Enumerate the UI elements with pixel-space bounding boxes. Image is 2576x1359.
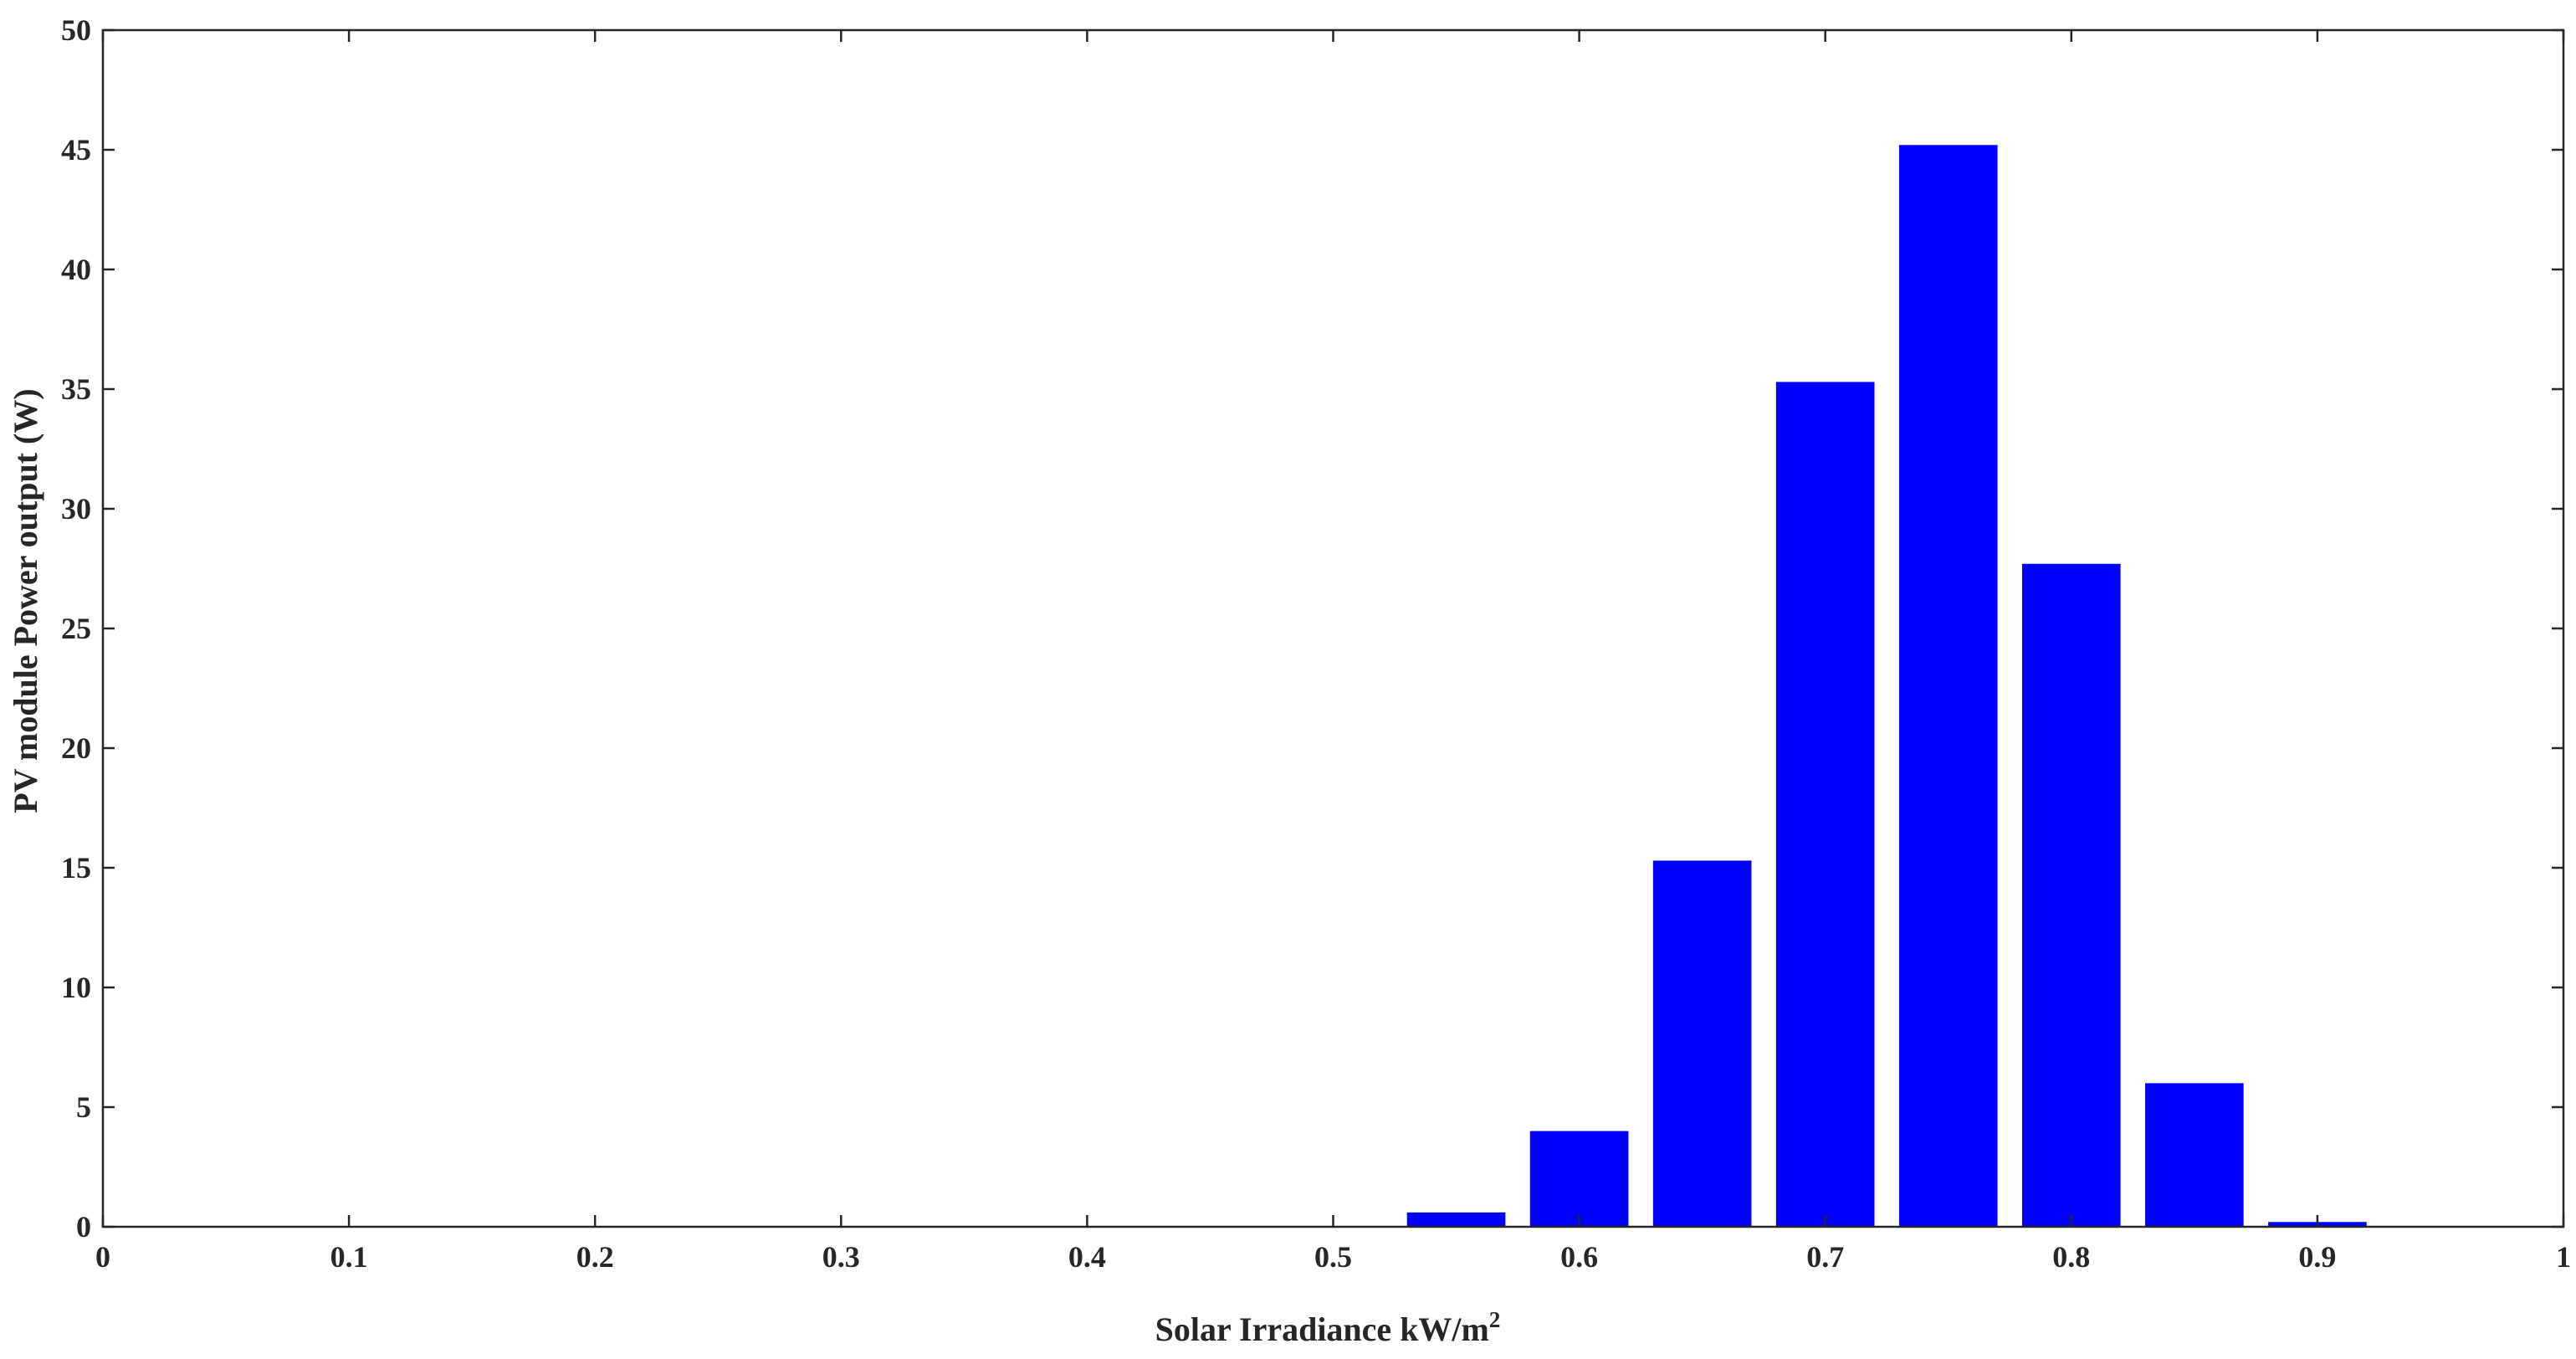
x-axis-label-text: Solar Irradiance kW/m (1155, 1310, 1489, 1348)
x-tick-label-8: 0.8 (2052, 1240, 2090, 1274)
bar-6 (2145, 1083, 2244, 1227)
y-tick-label-6: 30 (61, 492, 91, 526)
ticks-layer (101, 28, 2565, 1228)
y-tick-label-1: 5 (76, 1090, 91, 1124)
y-tick-label-8: 40 (61, 253, 91, 286)
y-tick-label-2: 10 (61, 971, 91, 1004)
bar-2 (1652, 860, 1752, 1227)
x-axis-label-superscript: 2 (1489, 1307, 1501, 1332)
y-tick-labels: 0 5 10 15 20 25 30 35 40 45 50 (61, 13, 91, 1244)
bar-0 (1406, 1212, 1506, 1227)
bar-3 (1775, 382, 1875, 1227)
x-tick-label-1: 0.1 (330, 1240, 368, 1274)
x-tick-label-2: 0.2 (576, 1240, 614, 1274)
bar-1 (1529, 1131, 1629, 1227)
y-tick-label-0: 0 (76, 1210, 91, 1244)
x-tick-label-5: 0.5 (1314, 1240, 1352, 1274)
y-tick-label-5: 25 (61, 612, 91, 645)
x-tick-label-6: 0.6 (1560, 1240, 1598, 1274)
x-tick-label-10: 1 (2556, 1240, 2571, 1274)
x-axis-label: Solar Irradiance kW/m2 (1155, 1307, 1501, 1348)
x-tick-label-4: 0.4 (1068, 1240, 1106, 1274)
bar-5 (2021, 563, 2121, 1227)
x-tick-label-7: 0.7 (1806, 1240, 1844, 1274)
bar-4 (1898, 145, 1998, 1227)
x-tick-label-3: 0.3 (822, 1240, 860, 1274)
bars-layer (1406, 145, 2367, 1227)
x-tick-label-0: 0 (95, 1240, 110, 1274)
x-tick-labels: 0 0.1 0.2 0.3 0.4 0.5 0.6 0.7 0.8 0.9 1 (95, 1240, 2571, 1274)
y-tick-label-9: 45 (61, 133, 91, 167)
x-tick-label-9: 0.9 (2298, 1240, 2336, 1274)
y-tick-label-7: 35 (61, 372, 91, 406)
y-tick-label-10: 50 (61, 13, 91, 47)
y-axis-label: PV module Power output (W) (7, 388, 44, 813)
plot-frame (101, 28, 2565, 1228)
y-tick-label-4: 20 (61, 731, 91, 765)
y-tick-label-3: 15 (61, 851, 91, 885)
